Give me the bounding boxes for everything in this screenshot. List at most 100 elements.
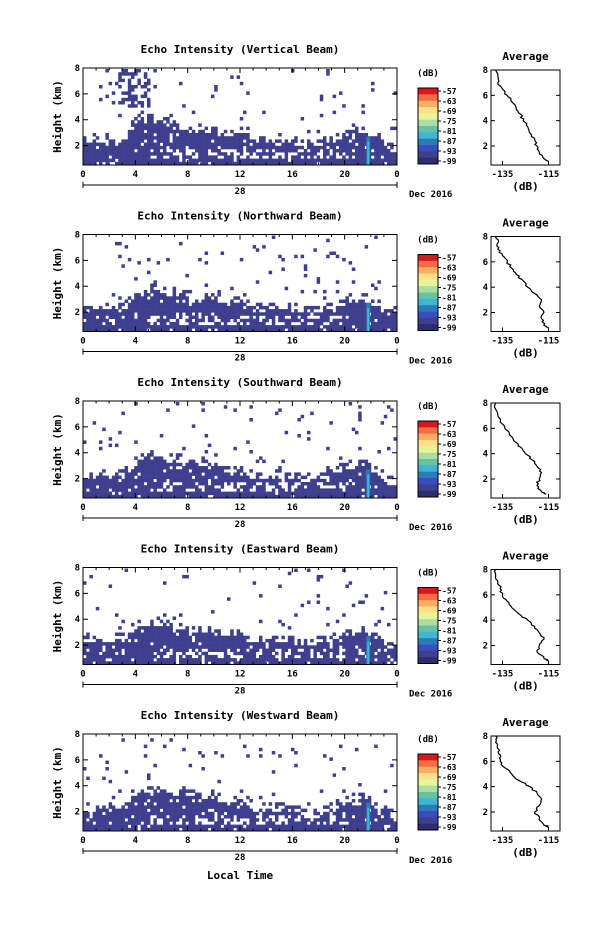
echo-cell <box>246 635 250 640</box>
echo-cell <box>121 808 125 813</box>
echo-cell <box>383 805 388 809</box>
echo-cell <box>118 305 122 310</box>
echo-cell <box>131 85 135 89</box>
echo-cell <box>249 482 253 486</box>
echo-cell <box>108 815 113 819</box>
echo-cell <box>150 494 154 498</box>
echo-cell <box>335 648 340 652</box>
echo-cell <box>243 821 247 825</box>
echo-cell <box>233 485 237 489</box>
echo-cell <box>233 161 237 165</box>
echo-cell <box>127 72 132 76</box>
echo-cell <box>163 808 167 813</box>
echo-cell <box>214 453 218 457</box>
echo-cell <box>323 318 327 323</box>
echo-cell <box>223 472 228 476</box>
echo-cell <box>374 149 378 153</box>
echo-cell <box>345 129 349 134</box>
echo-cell <box>182 635 186 640</box>
echo-cell <box>351 478 356 483</box>
echo-cell <box>179 475 183 480</box>
echo-cell <box>239 661 244 665</box>
echo-cell <box>351 299 356 303</box>
echo-cell <box>89 318 93 323</box>
echo-cell <box>188 658 193 662</box>
echo-cell <box>159 482 164 486</box>
echo-cell <box>243 133 247 137</box>
echo-cell <box>236 827 241 831</box>
echo-cell <box>233 651 237 656</box>
echo-cell <box>195 792 199 797</box>
echo-cell <box>361 802 365 806</box>
echo-cell <box>95 642 100 646</box>
echo-cell <box>377 328 381 332</box>
echo-cell <box>361 152 365 156</box>
echo-cell <box>166 475 170 480</box>
echo-cell <box>115 661 119 665</box>
echo-cell <box>111 475 116 480</box>
echo-cell <box>220 818 225 822</box>
echo-cell <box>393 325 397 329</box>
echo-cell <box>191 805 196 809</box>
echo-cell <box>150 827 154 831</box>
echo-cell <box>380 158 385 163</box>
echo-cell <box>147 635 151 640</box>
echo-cell <box>134 456 138 460</box>
echo-cell <box>326 318 330 323</box>
echo-cell <box>147 257 151 262</box>
echo-cell <box>147 113 151 118</box>
echo-cell <box>332 472 337 476</box>
echo-cell <box>179 622 183 627</box>
echo-cell <box>227 136 231 140</box>
echo-cell <box>102 158 106 163</box>
echo-cell <box>355 315 359 319</box>
echo-cell <box>345 302 349 307</box>
colorbar-label: -93 <box>442 647 457 656</box>
echo-cell <box>313 328 317 332</box>
echo-cell <box>131 120 135 124</box>
echo-cell <box>239 133 244 137</box>
echo-cell <box>319 635 324 640</box>
echo-cell <box>201 802 205 806</box>
echo-cell <box>201 328 205 332</box>
echo-cell <box>358 325 362 329</box>
echo-cell <box>188 325 193 329</box>
echo-cell <box>358 475 362 480</box>
echo-cell <box>307 482 311 486</box>
echo-cell <box>227 658 231 662</box>
echo-cell <box>303 267 308 271</box>
echo-cell <box>268 325 273 329</box>
date-label: Dec 2016 <box>409 190 452 200</box>
echo-cell <box>124 318 129 323</box>
echo-cell <box>182 296 186 300</box>
panel-eastward: Echo Intensity (Eastward Beam)2468Height… <box>51 543 561 700</box>
echo-cell <box>294 488 298 492</box>
echo-cell <box>179 241 183 246</box>
echo-cell <box>233 133 237 137</box>
echo-cell <box>214 305 218 310</box>
echo-cell <box>278 619 282 624</box>
echo-cell <box>230 648 234 652</box>
echo-cell <box>175 453 180 457</box>
echo-cell <box>281 622 285 627</box>
echo-cell <box>92 312 97 316</box>
echo-cell <box>211 488 215 492</box>
echo-cell <box>358 654 362 659</box>
echo-cell <box>319 94 324 99</box>
echo-cell <box>86 482 90 486</box>
echo-cell <box>150 491 154 496</box>
echo-cell <box>195 795 199 800</box>
echo-cell <box>246 440 250 444</box>
echo-cell <box>233 805 237 809</box>
echo-cell <box>153 635 157 640</box>
echo-cell <box>358 411 362 416</box>
echo-cell <box>377 305 381 310</box>
echo-cell <box>316 491 321 496</box>
echo-cell <box>201 635 205 640</box>
colorbar-label: -63 <box>442 597 457 606</box>
echo-cell <box>374 815 378 819</box>
echo-cell <box>243 658 247 662</box>
echo-cell <box>268 312 273 316</box>
echo-cell <box>271 491 276 496</box>
echo-cell <box>163 466 167 470</box>
